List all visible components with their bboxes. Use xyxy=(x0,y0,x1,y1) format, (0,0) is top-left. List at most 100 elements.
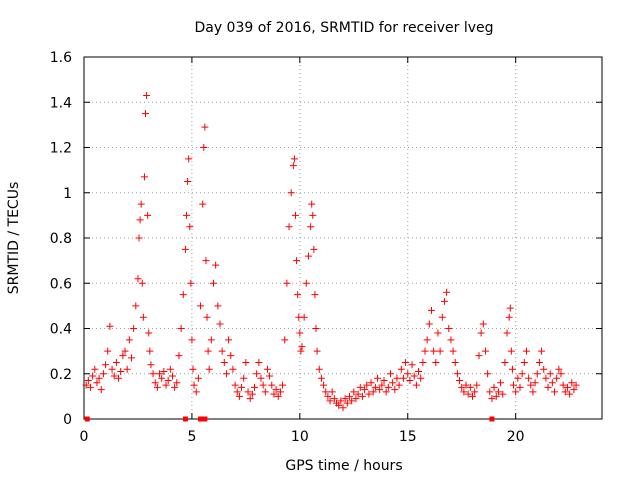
data-point xyxy=(205,365,213,373)
data-point xyxy=(246,395,254,403)
data-point xyxy=(285,223,293,231)
data-point xyxy=(501,358,509,366)
data-point xyxy=(522,347,530,355)
data-point xyxy=(102,361,110,369)
data-point xyxy=(320,381,328,389)
data-point xyxy=(177,325,185,332)
data-point xyxy=(166,365,174,373)
x-tick-label: 20 xyxy=(507,429,525,445)
data-point xyxy=(149,370,157,378)
data-point xyxy=(514,374,522,382)
data-point xyxy=(151,379,159,387)
data-point xyxy=(143,91,151,99)
data-point xyxy=(220,358,228,366)
data-point xyxy=(95,374,103,382)
data-point xyxy=(412,381,420,389)
data-point xyxy=(402,358,410,366)
data-point xyxy=(189,365,197,373)
data-point xyxy=(89,372,97,380)
data-point xyxy=(304,252,312,260)
data-point xyxy=(99,370,107,378)
data-point xyxy=(391,386,399,394)
data-point xyxy=(134,275,142,283)
data-point xyxy=(257,374,265,382)
data-point xyxy=(494,388,502,396)
y-tick-label: 1.4 xyxy=(50,95,72,111)
data-point xyxy=(350,388,358,396)
data-point xyxy=(356,383,364,391)
data-point xyxy=(434,329,442,337)
data-point xyxy=(190,381,198,389)
data-point xyxy=(312,325,320,332)
data-point xyxy=(184,177,192,185)
data-point xyxy=(436,347,444,355)
data-point xyxy=(438,313,446,321)
data-point xyxy=(158,374,166,382)
data-point xyxy=(499,390,507,398)
data-point xyxy=(279,381,287,389)
data-point xyxy=(535,358,543,366)
data-point xyxy=(557,370,565,378)
data-point xyxy=(162,381,170,389)
data-point xyxy=(563,383,571,391)
data-point xyxy=(82,381,90,389)
data-point xyxy=(255,358,263,366)
data-point xyxy=(460,388,468,396)
data-point xyxy=(293,257,301,265)
data-point xyxy=(339,404,347,412)
data-point xyxy=(160,367,168,375)
x-tick-label: 0 xyxy=(80,429,89,445)
data-point xyxy=(540,365,548,373)
data-point xyxy=(91,365,99,373)
data-point xyxy=(324,392,332,400)
data-point xyxy=(225,336,233,344)
data-point xyxy=(497,379,505,387)
data-point xyxy=(287,189,295,197)
data-point xyxy=(153,383,161,391)
data-point xyxy=(253,370,261,378)
data-point xyxy=(542,374,550,382)
data-point xyxy=(399,374,407,382)
data-point xyxy=(443,288,451,296)
data-point xyxy=(84,377,92,385)
data-point xyxy=(471,388,479,396)
data-point xyxy=(508,365,516,373)
data-point xyxy=(419,358,427,366)
data-point xyxy=(337,397,345,405)
data-point xyxy=(313,347,321,355)
data-point xyxy=(505,313,513,321)
data-point xyxy=(132,302,140,310)
data-point xyxy=(326,397,334,405)
data-point xyxy=(551,388,559,396)
data-point xyxy=(200,144,208,151)
data-point xyxy=(397,365,405,373)
data-point xyxy=(469,392,476,400)
data-point xyxy=(240,374,248,382)
data-point xyxy=(140,173,148,181)
data-point xyxy=(529,388,537,396)
data-point xyxy=(531,379,539,387)
data-point xyxy=(374,374,382,382)
data-point xyxy=(475,352,483,360)
data-point xyxy=(544,383,552,391)
data-point xyxy=(395,381,403,389)
data-point xyxy=(175,352,183,360)
data-point xyxy=(104,347,112,355)
data-point xyxy=(570,386,578,394)
data-point xyxy=(548,379,556,387)
data-point xyxy=(307,223,315,231)
data-point xyxy=(464,390,472,398)
data-point xyxy=(507,347,515,355)
data-point xyxy=(115,374,123,382)
data-point xyxy=(192,388,200,396)
data-point xyxy=(187,279,195,287)
data-point xyxy=(137,200,145,208)
data-point xyxy=(369,388,377,396)
ticks-layer: 0 0.2 0.4 0.6 0.8 1 1.2 1.4 1.6 0 5 10 15 20 xyxy=(50,50,602,445)
data-point xyxy=(445,325,453,332)
y-tick-label: 0.2 xyxy=(50,367,72,383)
data-point xyxy=(568,379,576,387)
x-tick-label: 5 xyxy=(187,429,196,445)
data-point xyxy=(276,388,284,396)
data-point xyxy=(144,211,152,219)
